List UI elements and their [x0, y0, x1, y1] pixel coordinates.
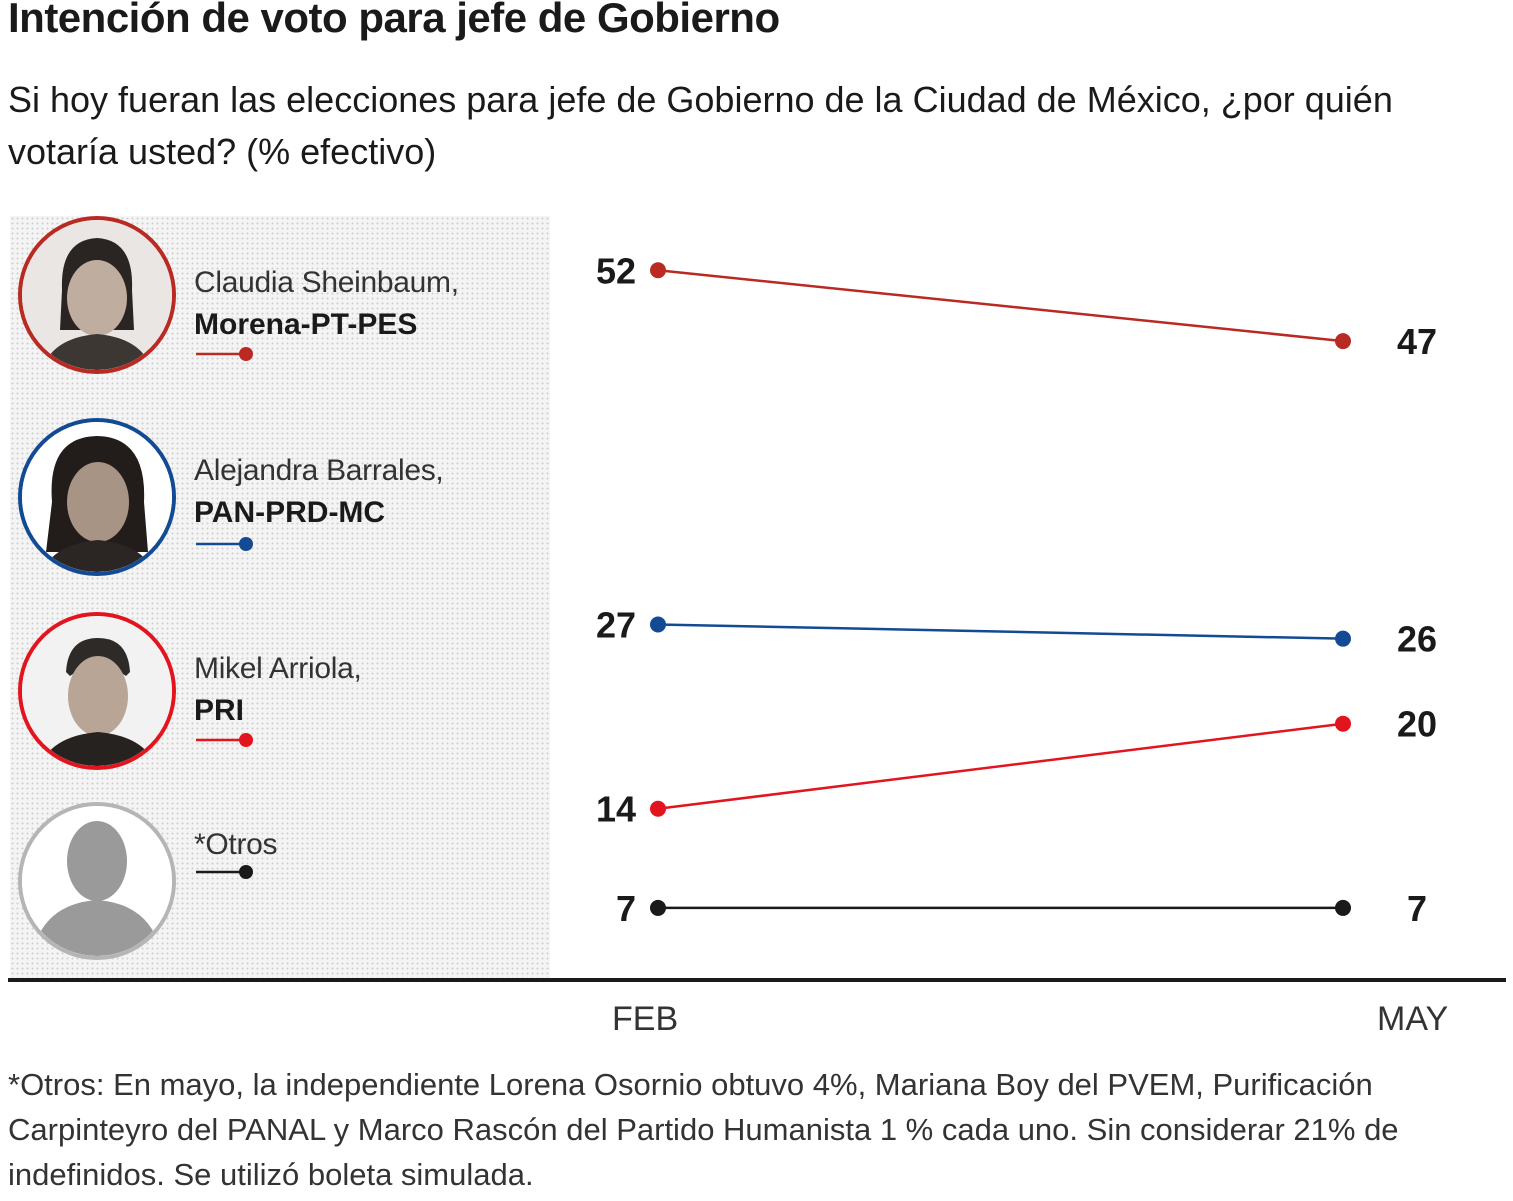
x-tick-feb: FEB — [612, 1000, 679, 1038]
portrait-photo-sheinbaum — [18, 216, 176, 374]
data-point — [1335, 715, 1351, 732]
x-tick-may: MAY — [1377, 1000, 1449, 1038]
series-line — [657, 722, 1344, 810]
legend-panel: Claudia Sheinbaum, Morena-PT-PES Alejand… — [10, 216, 550, 978]
data-point — [650, 800, 666, 817]
x-axis-line — [8, 978, 1506, 982]
legend-party: Morena-PT-PES — [194, 308, 418, 341]
legend-party: PAN-PRD-MC — [194, 496, 386, 529]
data-label: 26 — [1397, 619, 1437, 660]
series-line — [657, 623, 1344, 640]
legend-name: Claudia Sheinbaum, — [194, 266, 459, 299]
series-1: 27 26 — [596, 605, 1437, 660]
data-point — [1335, 630, 1351, 647]
silhouette-icon — [18, 802, 176, 960]
data-label: 52 — [596, 250, 636, 291]
data-label: 47 — [1397, 321, 1437, 362]
series-0: 52 47 — [596, 250, 1437, 362]
data-label: 20 — [1397, 704, 1437, 745]
chart-subtitle: Si hoy fueran las elecciones para jefe d… — [8, 79, 1393, 172]
data-label: 14 — [596, 789, 636, 830]
data-label: 27 — [596, 605, 636, 646]
data-point — [1335, 899, 1351, 916]
legend-swatch — [196, 733, 253, 747]
legend-swatch — [196, 347, 253, 361]
legend-item-sheinbaum: Claudia Sheinbaum, Morena-PT-PES — [10, 216, 550, 386]
legend-name: *Otros — [194, 828, 278, 861]
legend-name: Mikel Arriola, — [194, 652, 362, 685]
legend-item-otros: *Otros — [10, 802, 550, 972]
legend-swatch — [196, 537, 253, 551]
legend-swatch — [196, 865, 253, 879]
portrait-photo-arriola — [18, 612, 176, 770]
footnote: *Otros: En mayo, la independiente Lorena… — [8, 1067, 1399, 1192]
data-point — [650, 262, 666, 279]
portrait-photo-barrales — [18, 418, 176, 576]
legend-name: Alejandra Barrales, — [194, 454, 444, 487]
data-point — [650, 616, 666, 633]
data-label: 7 — [616, 888, 636, 929]
series-line — [657, 269, 1344, 343]
legend-party: PRI — [194, 694, 245, 727]
chart-title: Intención de voto para jefe de Gobierno — [8, 0, 780, 41]
legend-item-arriola: Mikel Arriola, PRI — [10, 612, 550, 782]
legend-item-barrales: Alejandra Barrales, PAN-PRD-MC — [10, 418, 550, 588]
data-point — [1335, 333, 1351, 350]
series-2: 14 20 — [596, 704, 1437, 830]
data-label: 7 — [1407, 888, 1427, 929]
data-point — [650, 899, 666, 916]
